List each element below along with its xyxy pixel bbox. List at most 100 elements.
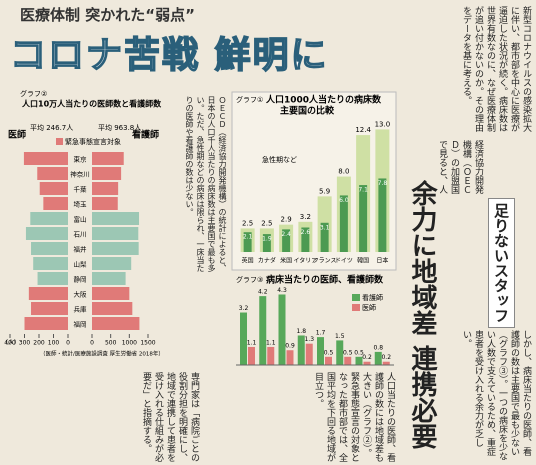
category-label: イタリア [293,257,317,265]
category-label: 英国 [242,257,254,265]
total-label: 2.9 [281,216,292,224]
value-label: 0.9 [285,343,295,350]
prefecture-label: 福岡 [74,320,87,329]
chart-subtitle: 主要国の比較 [280,105,335,117]
prefecture-label: 富山 [74,215,87,224]
unit: （人） [2,340,20,347]
category-label: 日本 [376,257,388,265]
nurse-bar [92,242,139,255]
avg-label: 平均 246.7人 [30,123,73,132]
chart-label: グラフ③ [236,275,263,284]
chart-label: グラフ① [236,95,263,104]
doctor-bar [28,287,69,300]
value-label: 1.3 [304,336,314,343]
legend-label: 医師 [362,303,376,312]
total-label: 8.0 [338,168,349,176]
source: （医師・統計/医療施設調査 厚生労働省 2018年） [40,350,164,358]
nurse-bar [92,272,126,285]
total-label: 2.5 [261,219,272,227]
prefecture-label: 兵庫 [74,305,88,314]
nurse-bar [92,257,132,270]
doctor-bar [31,302,68,315]
doctor-bar [39,182,68,195]
lead: 新型コロナウイルスの感染拡大に伴い、都市部を中心に医療が逼迫した状況が続く。病床… [461,6,531,132]
nurse-bar [92,167,122,180]
bar [363,361,371,365]
chart-label: グラフ② [20,89,47,98]
total-label: 2.5 [242,219,253,227]
legend: 急性期など [262,155,297,164]
doctor-bar [24,317,68,330]
acute-label: 6.0 [339,197,349,204]
bar [355,356,363,365]
prefecture-label: 静岡 [74,275,87,284]
nurse-bar [92,227,139,240]
value-label: 4.2 [258,289,268,296]
value-label: 1.7 [316,330,326,337]
legend-swatch [352,294,360,301]
acute-label: 7.8 [378,180,388,187]
tick-label: 0 [90,340,94,347]
legend-swatch [352,304,360,311]
value-label: 0.5 [324,349,334,356]
total-label: 13.0 [375,120,391,128]
acute-label: 2.6 [301,229,311,236]
acute-bar [301,227,310,252]
acute-bar [282,229,291,252]
value-label: 3.2 [239,305,249,312]
bar [325,356,332,365]
middle-text: ＯＥＣＤ（経済協力開発機構）の統計によると、日本の人口千人当たりの病床数は主要国… [185,96,227,272]
acute-bar [262,234,271,252]
nurse-label: 看護師 [132,129,159,141]
bar [317,337,324,365]
bar [240,312,247,365]
bar [336,340,344,365]
value-label: 0.5 [343,349,353,356]
acute-bar [359,185,368,252]
value-label: 0.5 [354,349,364,356]
bar [382,361,390,365]
body-paragraph: しかし、病床当たりの医師、看護師の数は主要国で最も少ない（グラフ③）。一つの病床… [461,330,531,461]
value-label: 0.2 [381,354,391,361]
prefecture-label: 埼玉 [74,200,88,209]
acute-label: 3.1 [320,224,330,231]
subhead: 余力に地域差 連携必要 [407,180,437,450]
value-label: 0.2 [362,354,372,361]
total-label: 3.2 [300,213,311,221]
tick-label: 300 [19,340,31,347]
tick-label: 200 [33,340,45,347]
doctor-bar [23,152,69,165]
prefecture-label: 東京 [74,155,88,164]
nurse-bar [92,152,124,165]
prefecture-label: 大阪 [74,290,88,299]
category-label: カナダ [258,257,276,265]
legend-label: 看護師 [362,293,383,302]
tick-label: 500 [105,340,117,347]
doctor-bar [37,272,68,285]
acute-label: 2.1 [243,234,253,241]
value-label: 1.1 [247,339,257,346]
category-label: 韓国 [357,257,369,265]
legend-swatch [56,138,63,145]
tick-label: 1000 [122,340,137,347]
total-label: 5.9 [319,187,330,195]
bar [267,346,275,365]
value-label: 0.8 [373,344,383,351]
acute-label: 2.4 [281,231,291,238]
acute-bar [378,178,387,252]
nurse-bar [92,182,119,195]
bar [286,350,294,365]
nurse-bar [92,287,130,300]
tick-label: 100 [48,340,60,347]
body-paragraph: 人口当たりの医師、看護師の数には地域差も大きい（グラフ②）。緊急事態宣言の対象と… [313,372,395,462]
value-label: 1.5 [335,333,345,340]
tick-label: 1500 [140,340,155,347]
headline: コロナ苦戦 鮮明に [9,34,329,77]
chart-title: 人口10万人当たりの医師数と看護師数 [22,99,162,109]
prefecture-label: 山梨 [74,260,88,269]
doctor-bar [43,197,68,210]
bar [305,343,313,365]
category-label: フランス [313,258,337,265]
acute-bar [339,195,348,252]
